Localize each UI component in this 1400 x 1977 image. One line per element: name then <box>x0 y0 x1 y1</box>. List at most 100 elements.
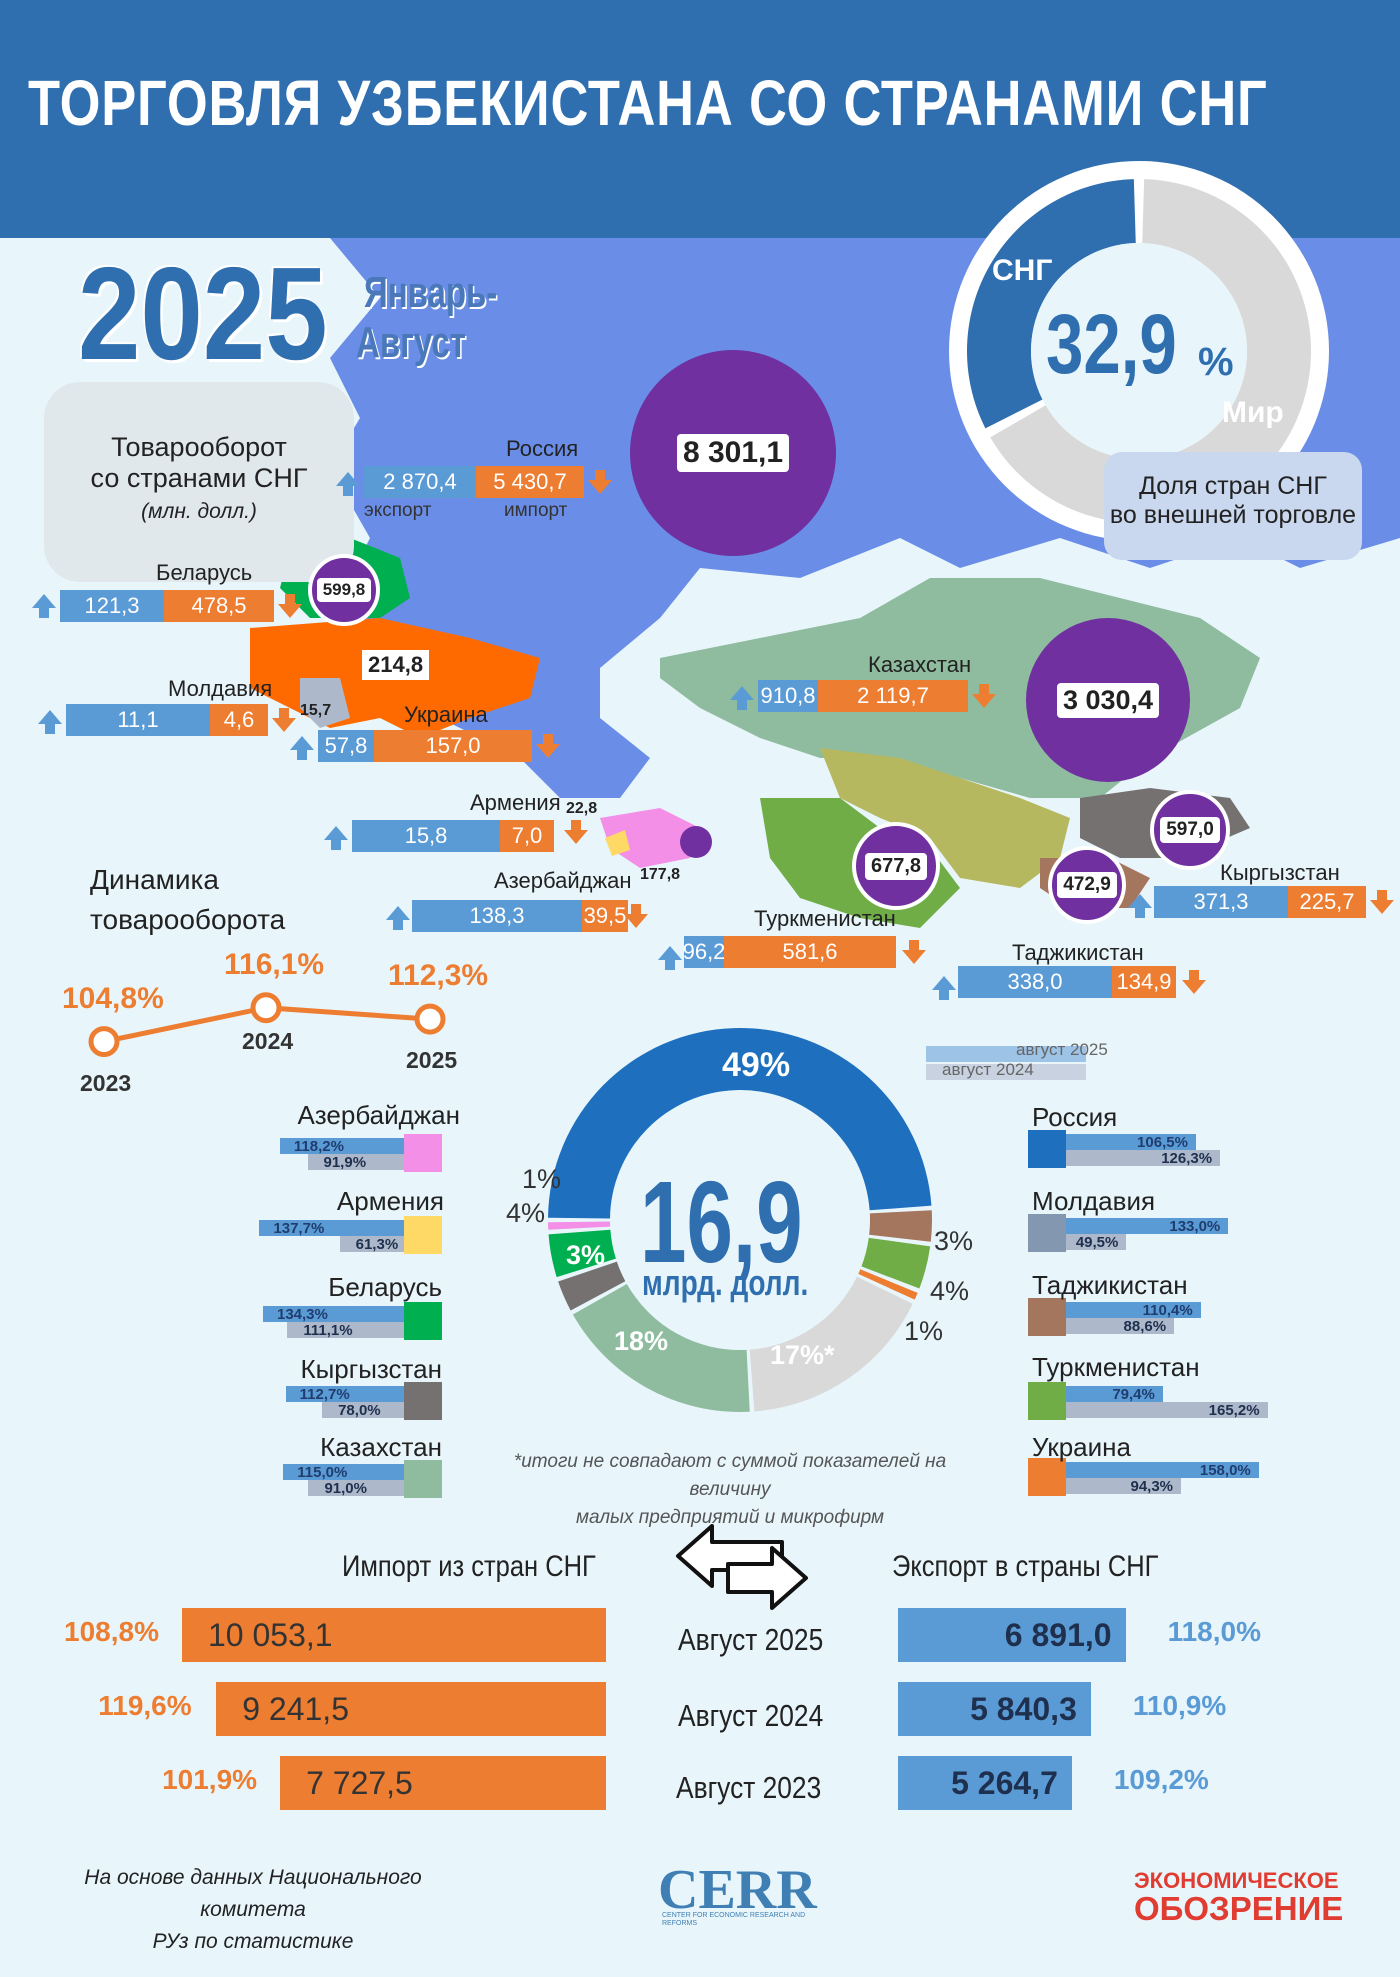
structure-unit: млрд. долл. <box>642 1262 809 1303</box>
structure-slice-5 <box>572 1283 750 1412</box>
tajikistan-total-bubble: 472,9 <box>1048 846 1126 924</box>
up-arrow-icon <box>32 594 56 618</box>
down-arrow-icon <box>1182 970 1206 994</box>
azerbaijan-total-bubble <box>680 826 712 858</box>
import-section-title: Импорт из стран СНГ <box>342 1550 596 1583</box>
import-bar-2023: 7 727,5 <box>280 1756 606 1810</box>
slice-label-turkmenistan: 4% <box>930 1276 970 1306</box>
footnote-line-1: *итоги не совпадают с суммой показателей… <box>513 1451 947 1500</box>
cmp-name-kyrgyzstan: Кыргызстан <box>300 1354 442 1384</box>
moldova-total: 15,7 <box>300 702 332 719</box>
export-bar-2025: 6 891,0 <box>898 1608 1126 1662</box>
cmp-color-swatch <box>404 1302 442 1340</box>
export-bar-2024: 5 840,3 <box>898 1682 1091 1736</box>
armenia-name: Армения <box>470 790 561 815</box>
cmp-name-belarus: Беларусь <box>328 1272 442 1302</box>
slice-label-ukraine: 1% <box>904 1316 944 1346</box>
ukraine-import-bar: 157,0 <box>374 730 532 762</box>
belarus-import-bar: 478,5 <box>164 590 274 622</box>
share-caption-box: Доля стран СНГ во внешней торговле <box>1104 452 1362 560</box>
turkmenistan-export-bar: 96,2 <box>683 936 725 968</box>
swap-arrows-icon <box>676 1524 808 1610</box>
period-line-1: Январь- <box>364 268 498 317</box>
up-arrow-icon <box>336 472 360 496</box>
moldova-export-bar: 11,1 <box>66 704 210 736</box>
share-donut-hole <box>1031 243 1247 459</box>
belarus-total: 599,8 <box>316 578 372 602</box>
structure-slice-4 <box>749 1276 913 1412</box>
down-arrow-icon <box>272 708 296 732</box>
up-arrow-icon <box>290 736 314 760</box>
cmp-name-russia: Россия <box>1032 1102 1118 1132</box>
cmp-previous-bar: 126,3% <box>1066 1150 1221 1167</box>
dynamics-label-2023: 104,8% <box>62 981 164 1015</box>
cmp-current-bar: 133,0% <box>1066 1218 1229 1235</box>
kazakhstan-name: Казахстан <box>868 652 972 677</box>
share-world-slice <box>990 179 1311 523</box>
import-bar-2024: 9 241,5 <box>216 1682 606 1736</box>
import-growth-2023: 101,9% <box>162 1764 258 1795</box>
cmp-color-swatch <box>404 1134 442 1172</box>
structure-slice-2 <box>861 1237 931 1289</box>
structure-slice-3 <box>858 1269 918 1300</box>
ukraine-export-bar: 57,8 <box>318 730 374 762</box>
dynamics-title-2: товарооборота <box>90 904 286 935</box>
down-arrow-icon <box>564 820 588 844</box>
down-arrow-icon <box>624 904 648 928</box>
cmp-previous-bar: 91,9% <box>307 1154 404 1171</box>
cmp-previous-bar: 49,5% <box>1066 1234 1127 1251</box>
cmp-current-bar: 112,7% <box>285 1386 404 1403</box>
down-arrow-icon <box>902 940 926 964</box>
cmp-color-swatch <box>1028 1382 1066 1420</box>
share-unit: % <box>1198 340 1234 384</box>
down-arrow-icon <box>1370 890 1394 914</box>
turnover-legend-box: Товарооборот со странами СНГ (млн. долл.… <box>44 382 354 582</box>
legend-current-swatch <box>926 1046 1086 1062</box>
cmp-color-swatch <box>1028 1214 1066 1252</box>
cmp-color-swatch <box>404 1382 442 1420</box>
cmp-current-bar: 110,4% <box>1066 1302 1201 1319</box>
armenia-import-bar: 7,0 <box>500 820 554 852</box>
legend-import-word: импорт <box>504 500 568 521</box>
azerbaijan-name: Азербайджан <box>494 868 632 893</box>
footnote-line-2: малых предприятий и микрофирм <box>575 1507 885 1528</box>
dynamics-year-2023: 2023 <box>80 1069 132 1096</box>
cmp-current-bar: 158,0% <box>1066 1462 1259 1479</box>
kyrgyzstan-name: Кыргызстан <box>1220 860 1340 885</box>
page-title: ТОРГОВЛЯ УЗБЕКИСТАНА СО СТРАНАМИ СНГ <box>28 67 1268 139</box>
share-cis-label: СНГ <box>992 254 1053 287</box>
cis-share-donut <box>949 161 1329 541</box>
kazakhstan-import-bar: 2 119,7 <box>818 680 968 712</box>
belarus-total-bubble: 599,8 <box>308 554 380 626</box>
dynamics-title: Динамика товарооборота <box>90 860 285 940</box>
kazakhstan-total-bubble: 3 030,4 <box>1026 618 1190 782</box>
structure-slice-7 <box>548 1229 616 1278</box>
up-arrow-icon <box>730 686 754 710</box>
russia-total: 8 301,1 <box>676 434 790 472</box>
cmp-previous-bar: 61,3% <box>339 1236 404 1253</box>
map-uzbekistan-area <box>820 748 1070 888</box>
cmp-name-ukraine: Украина <box>1032 1432 1131 1462</box>
structure-total: 16,9 <box>640 1157 803 1287</box>
month-label-2023: Август 2023 <box>676 1770 822 1805</box>
moldova-import-bar: 4,6 <box>210 704 268 736</box>
cmp-name-kazakhstan: Казахстан <box>320 1432 442 1462</box>
azerbaijan-total: 177,8 <box>640 866 681 883</box>
kyrgyzstan-import-bar: 225,7 <box>1288 886 1366 918</box>
cmp-previous-bar: 94,3% <box>1066 1478 1182 1495</box>
kyrgyzstan-export-bar: 371,3 <box>1154 886 1288 918</box>
moldova-name: Молдавия <box>168 676 273 701</box>
cmp-current-bar: 118,2% <box>279 1138 404 1155</box>
dynamics-label-2025: 112,3% <box>388 959 489 993</box>
down-arrow-icon <box>536 734 560 758</box>
dynamics-line-chart <box>88 992 446 1058</box>
cerr-logo-subtitle: CENTER FOR ECONOMIC RESEARCH AND REFORMS <box>662 1912 806 1927</box>
slice-label-russia: 49% <box>722 1046 791 1084</box>
cmp-color-swatch <box>404 1216 442 1254</box>
azerbaijan-export-bar: 138,3 <box>412 900 582 932</box>
turnover-line-1: Товарооборот <box>111 432 287 462</box>
source-note: На основе данных Национального комитета … <box>58 1862 448 1958</box>
kyrgyzstan-total-bubble: 597,0 <box>1150 790 1230 870</box>
up-arrow-icon <box>386 906 410 930</box>
cmp-name-azerbaijan: Азербайджан <box>297 1100 460 1130</box>
